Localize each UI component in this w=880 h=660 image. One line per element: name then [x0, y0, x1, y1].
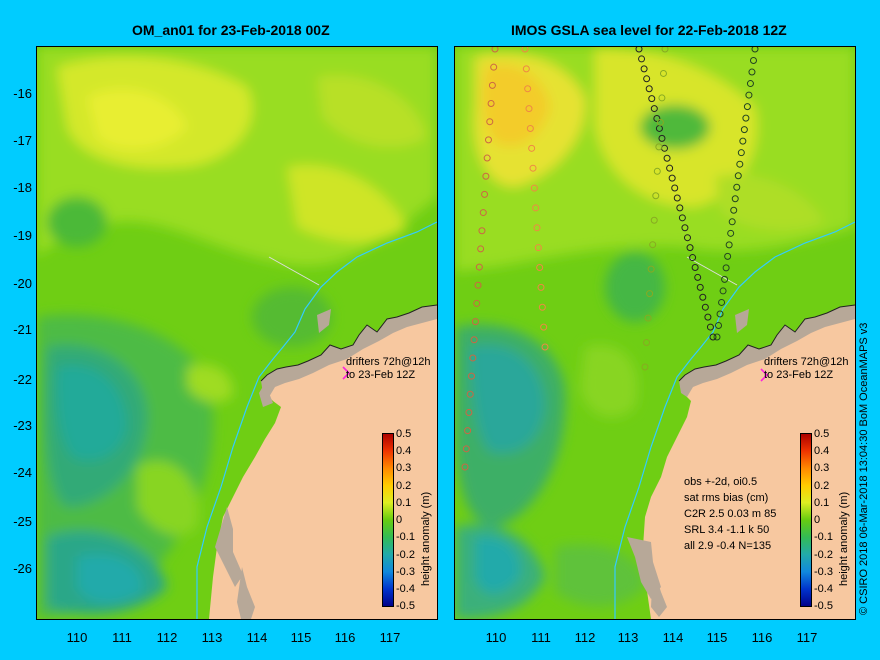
lat-tick: -26: [13, 561, 32, 576]
colorbar-title: height anomaly (m): [420, 491, 432, 586]
lon-tick: 114: [246, 630, 268, 645]
colorbar-tick: 0.4: [814, 445, 830, 457]
lon-tick: 111: [531, 630, 551, 645]
lon-tick: 116: [334, 630, 356, 645]
right-colorbar-gradient: [800, 433, 812, 607]
colorbar-tick: 0.3: [814, 462, 830, 474]
right-map: [454, 46, 856, 620]
colorbar-tick: 0.2: [396, 480, 412, 492]
stats-block: obs +-2d, oi0.5 sat rms bias (cm) C2R 2.…: [684, 474, 776, 554]
stats-line: obs +-2d, oi0.5: [684, 476, 758, 488]
stats-line: C2R 2.5 0.03 m 85: [684, 508, 777, 520]
left-map-title: OM_an01 for 23-Feb-2018 00Z: [132, 22, 330, 38]
colorbar-tick: 0.3: [396, 462, 412, 474]
lon-tick: 117: [379, 630, 401, 645]
lat-tick: -19: [13, 228, 32, 243]
right-drifter-label: drifters 72h@12h to 23-Feb 12Z: [764, 356, 849, 382]
colorbar-tick: 0.5: [814, 428, 830, 440]
lat-tick: -20: [13, 276, 32, 291]
lon-tick: 116: [751, 630, 773, 645]
left-drifter-label: drifters 72h@12h to 23-Feb 12Z: [346, 356, 431, 382]
lon-tick: 112: [574, 630, 596, 645]
colorbar-tick: 0.1: [396, 497, 412, 509]
lat-tick: -23: [13, 418, 32, 433]
colorbar-tick: -0.2: [814, 549, 833, 561]
lon-tick: 112: [156, 630, 178, 645]
colorbar-tick: 0.1: [814, 497, 830, 509]
lat-tick: -18: [13, 180, 32, 195]
lon-tick: 113: [201, 630, 223, 645]
left-map-field: [37, 47, 437, 619]
colorbar-tick: 0.4: [396, 445, 412, 457]
satellite-observation-markers: [461, 47, 759, 471]
stats-line: all 2.9 -0.4 N=135: [684, 540, 772, 552]
colorbar-tick: -0.5: [814, 600, 833, 612]
colorbar-tick: -0.1: [396, 531, 415, 543]
colorbar-tick: -0.5: [396, 600, 415, 612]
stats-line: SRL 3.4 -1.1 k 50: [684, 524, 770, 536]
colorbar-title: height anomaly (m): [838, 491, 850, 586]
lon-tick: 113: [617, 630, 639, 645]
lon-tick: 115: [290, 630, 312, 645]
lat-tick: -17: [13, 133, 32, 148]
colorbar-tick: 0.5: [396, 428, 412, 440]
colorbar-tick: 0: [396, 514, 403, 526]
stats-line: sat rms bias (cm): [684, 492, 769, 504]
left-colorbar-gradient: [382, 433, 394, 607]
colorbar-tick: -0.1: [814, 531, 833, 543]
lon-tick: 110: [485, 630, 507, 645]
lon-tick: 115: [706, 630, 728, 645]
colorbar-tick: -0.4: [396, 583, 415, 595]
lat-tick: -24: [13, 465, 32, 480]
lat-tick: -22: [13, 372, 32, 387]
colorbar-tick: 0: [814, 514, 821, 526]
lat-tick: -25: [13, 514, 32, 529]
lon-tick: 117: [796, 630, 818, 645]
lon-tick: 114: [662, 630, 684, 645]
colorbar-tick: -0.4: [814, 583, 833, 595]
left-map: [36, 46, 438, 620]
left-drifter-line1: drifters 72h@12h: [346, 356, 431, 368]
right-map-field: [455, 47, 855, 619]
right-drifter-line2: to 23-Feb 12Z: [764, 369, 834, 381]
lat-tick: -21: [13, 322, 32, 337]
colorbar-tick: -0.2: [396, 549, 415, 561]
lon-tick: 111: [112, 630, 132, 645]
colorbar-tick: 0.2: [814, 480, 830, 492]
colorbar-tick: -0.3: [396, 566, 415, 578]
lat-tick: -16: [13, 86, 32, 101]
right-drifter-line1: drifters 72h@12h: [764, 356, 849, 368]
lon-tick: 110: [66, 630, 88, 645]
left-drifter-line2: to 23-Feb 12Z: [346, 369, 416, 381]
right-map-title: IMOS GSLA sea level for 22-Feb-2018 12Z: [511, 22, 787, 38]
credit-text: © CSIRO 2018 06-Mar-2018 13:04:30 BoM Oc…: [858, 322, 870, 615]
colorbar-tick: -0.3: [814, 566, 833, 578]
